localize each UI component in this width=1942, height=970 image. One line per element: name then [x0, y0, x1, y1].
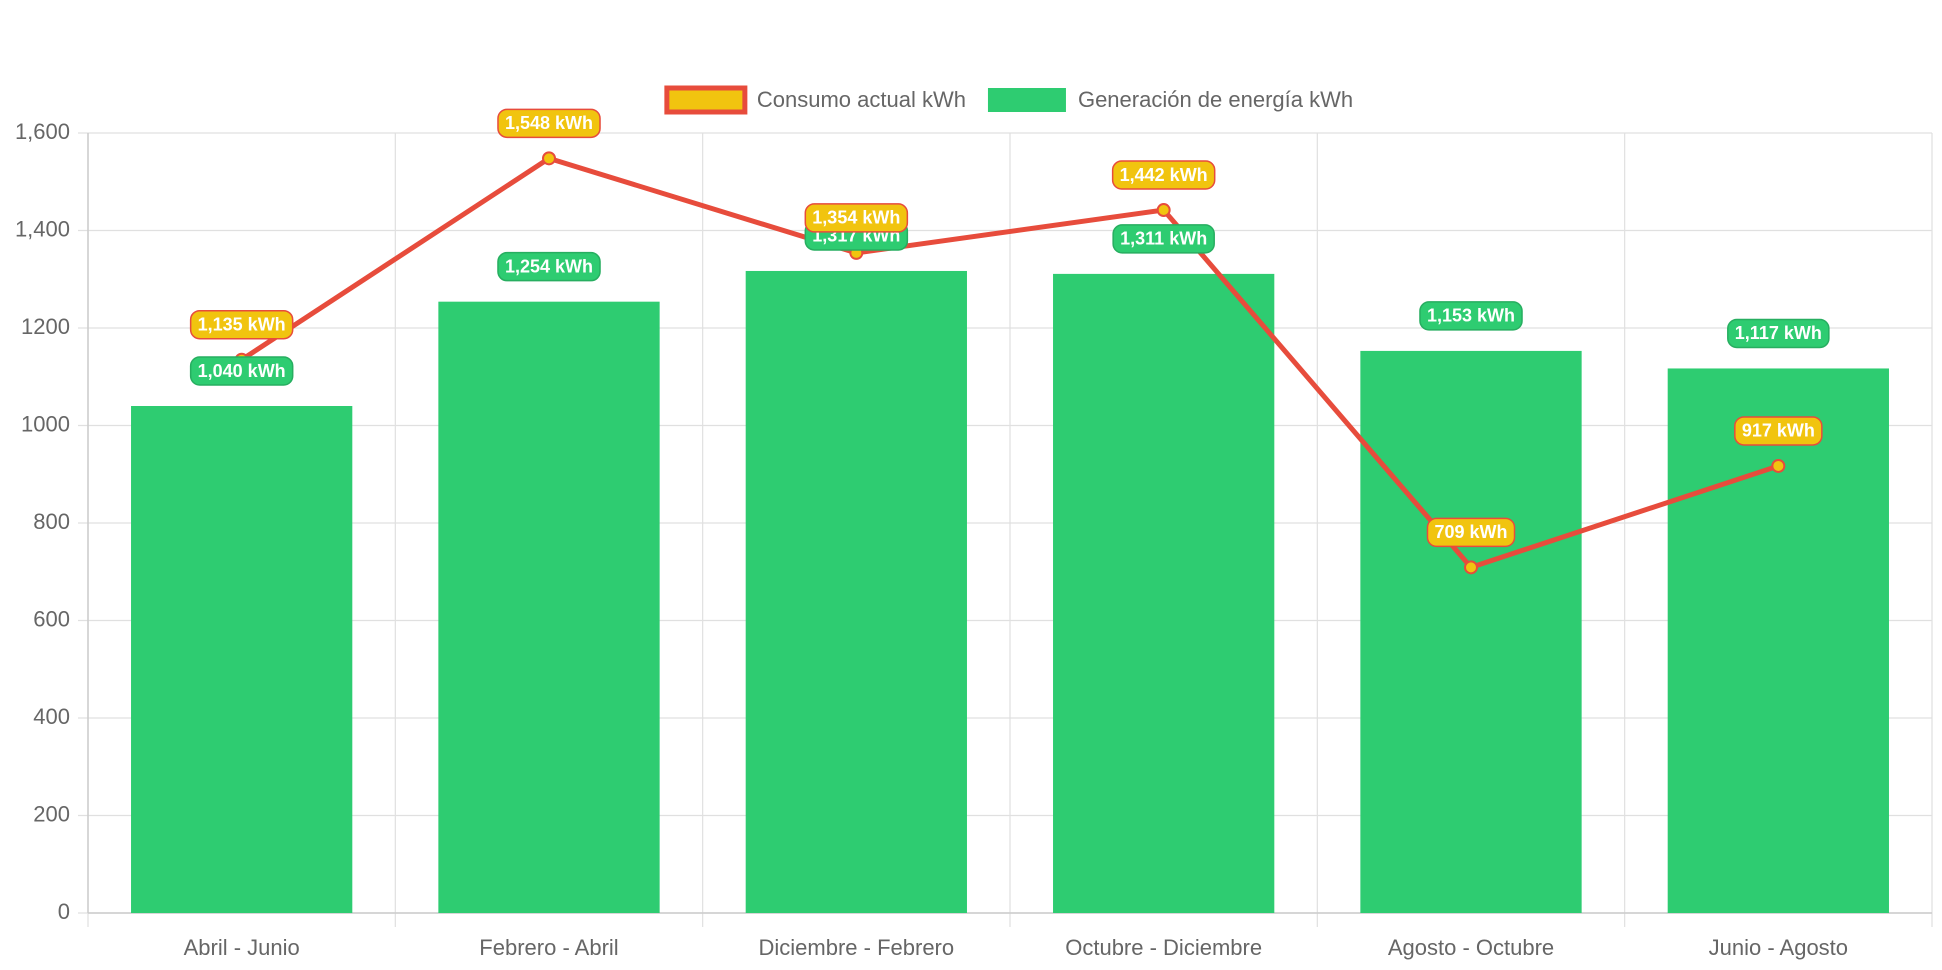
bar	[1667, 368, 1889, 913]
value-label-text: 1,442 kWh	[1120, 165, 1208, 185]
value-label-box	[1111, 160, 1216, 190]
bar	[745, 270, 967, 913]
x-tick-label: Febrero - Abril	[479, 935, 618, 960]
value-label-text: 709 kWh	[1434, 522, 1507, 542]
value-label-box	[1112, 224, 1215, 254]
value-label-text: 1,311 kWh	[1120, 229, 1207, 249]
point	[1771, 458, 1786, 473]
value-label: 1,548 kWh	[497, 108, 601, 139]
x-tick-label: Octubre - Diciembre	[1065, 935, 1262, 960]
x-tick-label: Abril - Junio	[184, 935, 300, 960]
legend-label: Generación de energía kWh	[1078, 87, 1353, 112]
value-label-box	[189, 309, 294, 340]
bar	[1053, 273, 1275, 913]
line	[240, 155, 1780, 571]
value-label: 1,153 kWh	[1419, 301, 1523, 331]
value-label-box	[189, 356, 294, 386]
x-tick-label: Diciembre - Febrero	[759, 935, 955, 960]
value-label: 1,354 kWh	[804, 203, 909, 233]
y-tick-label: 0	[58, 899, 70, 924]
bar	[438, 301, 660, 913]
y-tick-label: 600	[33, 606, 70, 631]
value-label-text: 1,040 kWh	[198, 361, 286, 381]
y-tick-label: 200	[33, 801, 70, 826]
value-label-box	[804, 203, 909, 233]
y-tick-label: 1,400	[15, 216, 70, 241]
y-tick-label: 800	[33, 509, 70, 534]
y-tick-label: 1,600	[15, 119, 70, 144]
x-tick-label: Agosto - Octubre	[1388, 935, 1554, 960]
value-label: 917 kWh	[1734, 416, 1823, 446]
value-label-text: 1,135 kWh	[198, 314, 286, 334]
bar	[1360, 350, 1582, 914]
point	[1464, 560, 1478, 575]
point	[1156, 203, 1171, 218]
point	[542, 151, 556, 166]
x-tick-label: Junio - Agosto	[1709, 935, 1848, 960]
value-label-text: 1,254 kWh	[505, 256, 593, 276]
value-label-box	[1426, 517, 1516, 548]
value-label-text: 1,548 kWh	[505, 113, 593, 133]
value-label-text: 1,117 kWh	[1735, 323, 1822, 343]
value-label-box	[1419, 301, 1523, 331]
value-label-text: 1,354 kWh	[812, 208, 900, 228]
value-label-text: 917 kWh	[1742, 421, 1815, 441]
grid	[78, 132, 1933, 927]
legend-swatch	[664, 85, 748, 115]
bar	[131, 406, 353, 913]
value-label: 709 kWh	[1426, 517, 1516, 548]
value-label: 1,117 kWh	[1727, 318, 1830, 349]
legend-swatch	[987, 88, 1066, 112]
value-label: 1,254 kWh	[497, 251, 601, 282]
value-label-text: 1,153 kWh	[1427, 306, 1515, 326]
legend: Consumo actual kWh Generación de energía …	[664, 85, 1353, 115]
value-label-box	[1727, 318, 1830, 349]
value-label-box	[1734, 416, 1823, 446]
y-tick-label: 1000	[21, 411, 70, 436]
value-label: 1,311 kWh	[1112, 224, 1215, 254]
value-label-box	[497, 251, 601, 282]
bars	[131, 270, 1889, 914]
value-label: 1,442 kWh	[1111, 160, 1216, 190]
value-label-box	[497, 108, 601, 139]
legend-label: Consumo actual kWh	[757, 87, 966, 112]
y-tick-label: 1200	[21, 314, 70, 339]
value-label: 1,135 kWh	[189, 309, 294, 340]
value-label: 1,040 kWh	[189, 356, 294, 386]
y-tick-label: 400	[33, 704, 70, 729]
